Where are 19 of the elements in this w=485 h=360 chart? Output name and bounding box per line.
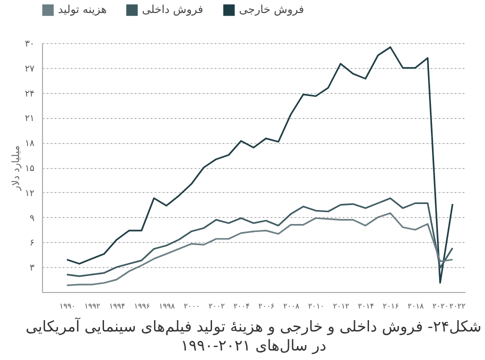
text: در سال‌های ۲۰۲۱-۱۹۹۰ — [180, 336, 326, 354]
line-series — [66, 212, 454, 286]
y-tick-label: ۳ — [30, 264, 35, 274]
legend-label: فروش داخلی — [142, 3, 204, 16]
y-tick-label: ۳۰ — [24, 40, 34, 50]
y-tick-label: ۱۲ — [24, 188, 35, 199]
text: شکل۲۴- فروش داخلی و خارجی و هزینهٔ تولید فیلم‌های سینمایی آمریکایی — [26, 316, 482, 336]
y-tick-label: ۹ — [30, 214, 35, 224]
y-tick-label: ۲۷ — [24, 64, 35, 74]
y-tick-label: ۱۵ — [24, 164, 35, 174]
legend-label: فروش خارجی — [239, 3, 304, 16]
legend-label: هزینه تولید — [58, 3, 108, 16]
y-tick-label: ۶ — [30, 238, 35, 249]
y-axis-title: میلیارد دلار — [10, 145, 22, 192]
y-tick-label: ۱۸ — [24, 139, 35, 150]
y-tick-label: ۲۴ — [24, 89, 35, 100]
line-series — [66, 197, 454, 278]
line-series — [66, 46, 454, 284]
y-tick-label: ۲۱ — [24, 114, 34, 124]
